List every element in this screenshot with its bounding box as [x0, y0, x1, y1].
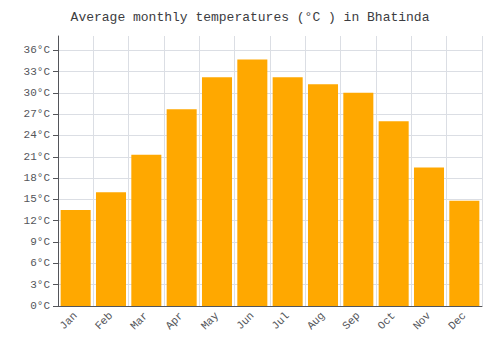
svg-text:Nov: Nov — [411, 309, 434, 332]
svg-text:30°C: 30°C — [24, 87, 51, 99]
svg-text:Dec: Dec — [446, 310, 468, 332]
svg-text:3°C: 3°C — [30, 279, 50, 291]
svg-text:Jul: Jul — [269, 310, 291, 332]
svg-text:33°C: 33°C — [24, 66, 51, 78]
svg-text:May: May — [199, 309, 222, 332]
svg-text:Feb: Feb — [93, 310, 115, 332]
svg-text:Mar: Mar — [128, 310, 150, 332]
svg-text:12°C: 12°C — [24, 215, 51, 227]
svg-text:Oct: Oct — [375, 310, 397, 332]
svg-text:21°C: 21°C — [24, 151, 51, 163]
svg-text:Jun: Jun — [234, 310, 256, 332]
svg-text:15°C: 15°C — [24, 193, 51, 205]
svg-text:Apr: Apr — [163, 310, 185, 332]
svg-text:24°C: 24°C — [24, 129, 51, 141]
svg-text:36°C: 36°C — [24, 44, 51, 56]
svg-text:Jan: Jan — [57, 310, 79, 332]
svg-text:27°C: 27°C — [24, 108, 51, 120]
svg-text:Aug: Aug — [305, 310, 327, 332]
svg-text:Sep: Sep — [340, 310, 362, 332]
svg-text:0°C: 0°C — [30, 300, 50, 312]
svg-text:9°C: 9°C — [30, 236, 50, 248]
svg-text:18°C: 18°C — [24, 172, 51, 184]
svg-text:6°C: 6°C — [30, 257, 50, 269]
svg-text:Average monthly temperatures (: Average monthly temperatures (°C ) in Bh… — [71, 10, 430, 25]
